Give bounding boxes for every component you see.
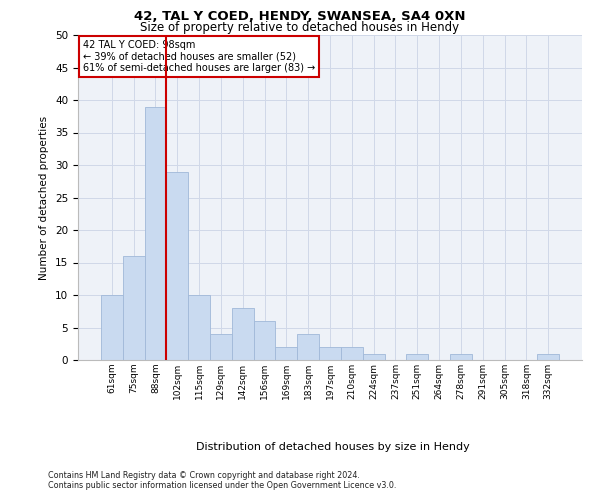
Text: Size of property relative to detached houses in Hendy: Size of property relative to detached ho…	[140, 21, 460, 34]
Y-axis label: Number of detached properties: Number of detached properties	[40, 116, 49, 280]
Bar	[297, 334, 319, 360]
Bar	[210, 334, 232, 360]
Bar	[319, 347, 341, 360]
Text: 42 TAL Y COED: 98sqm
← 39% of detached houses are smaller (52)
61% of semi-detac: 42 TAL Y COED: 98sqm ← 39% of detached h…	[83, 40, 315, 73]
Bar	[363, 354, 385, 360]
Text: Contains HM Land Registry data © Crown copyright and database right 2024.: Contains HM Land Registry data © Crown c…	[48, 471, 360, 480]
Bar	[406, 354, 428, 360]
Bar	[145, 106, 166, 360]
Bar	[232, 308, 254, 360]
Bar	[450, 354, 472, 360]
Bar	[101, 295, 123, 360]
Bar	[166, 172, 188, 360]
Bar	[188, 295, 210, 360]
Text: 42, TAL Y COED, HENDY, SWANSEA, SA4 0XN: 42, TAL Y COED, HENDY, SWANSEA, SA4 0XN	[134, 10, 466, 23]
Bar	[275, 347, 297, 360]
Bar	[254, 321, 275, 360]
Bar	[341, 347, 363, 360]
Text: Distribution of detached houses by size in Hendy: Distribution of detached houses by size …	[196, 442, 470, 452]
Bar	[123, 256, 145, 360]
Text: Contains public sector information licensed under the Open Government Licence v3: Contains public sector information licen…	[48, 481, 397, 490]
Bar	[537, 354, 559, 360]
